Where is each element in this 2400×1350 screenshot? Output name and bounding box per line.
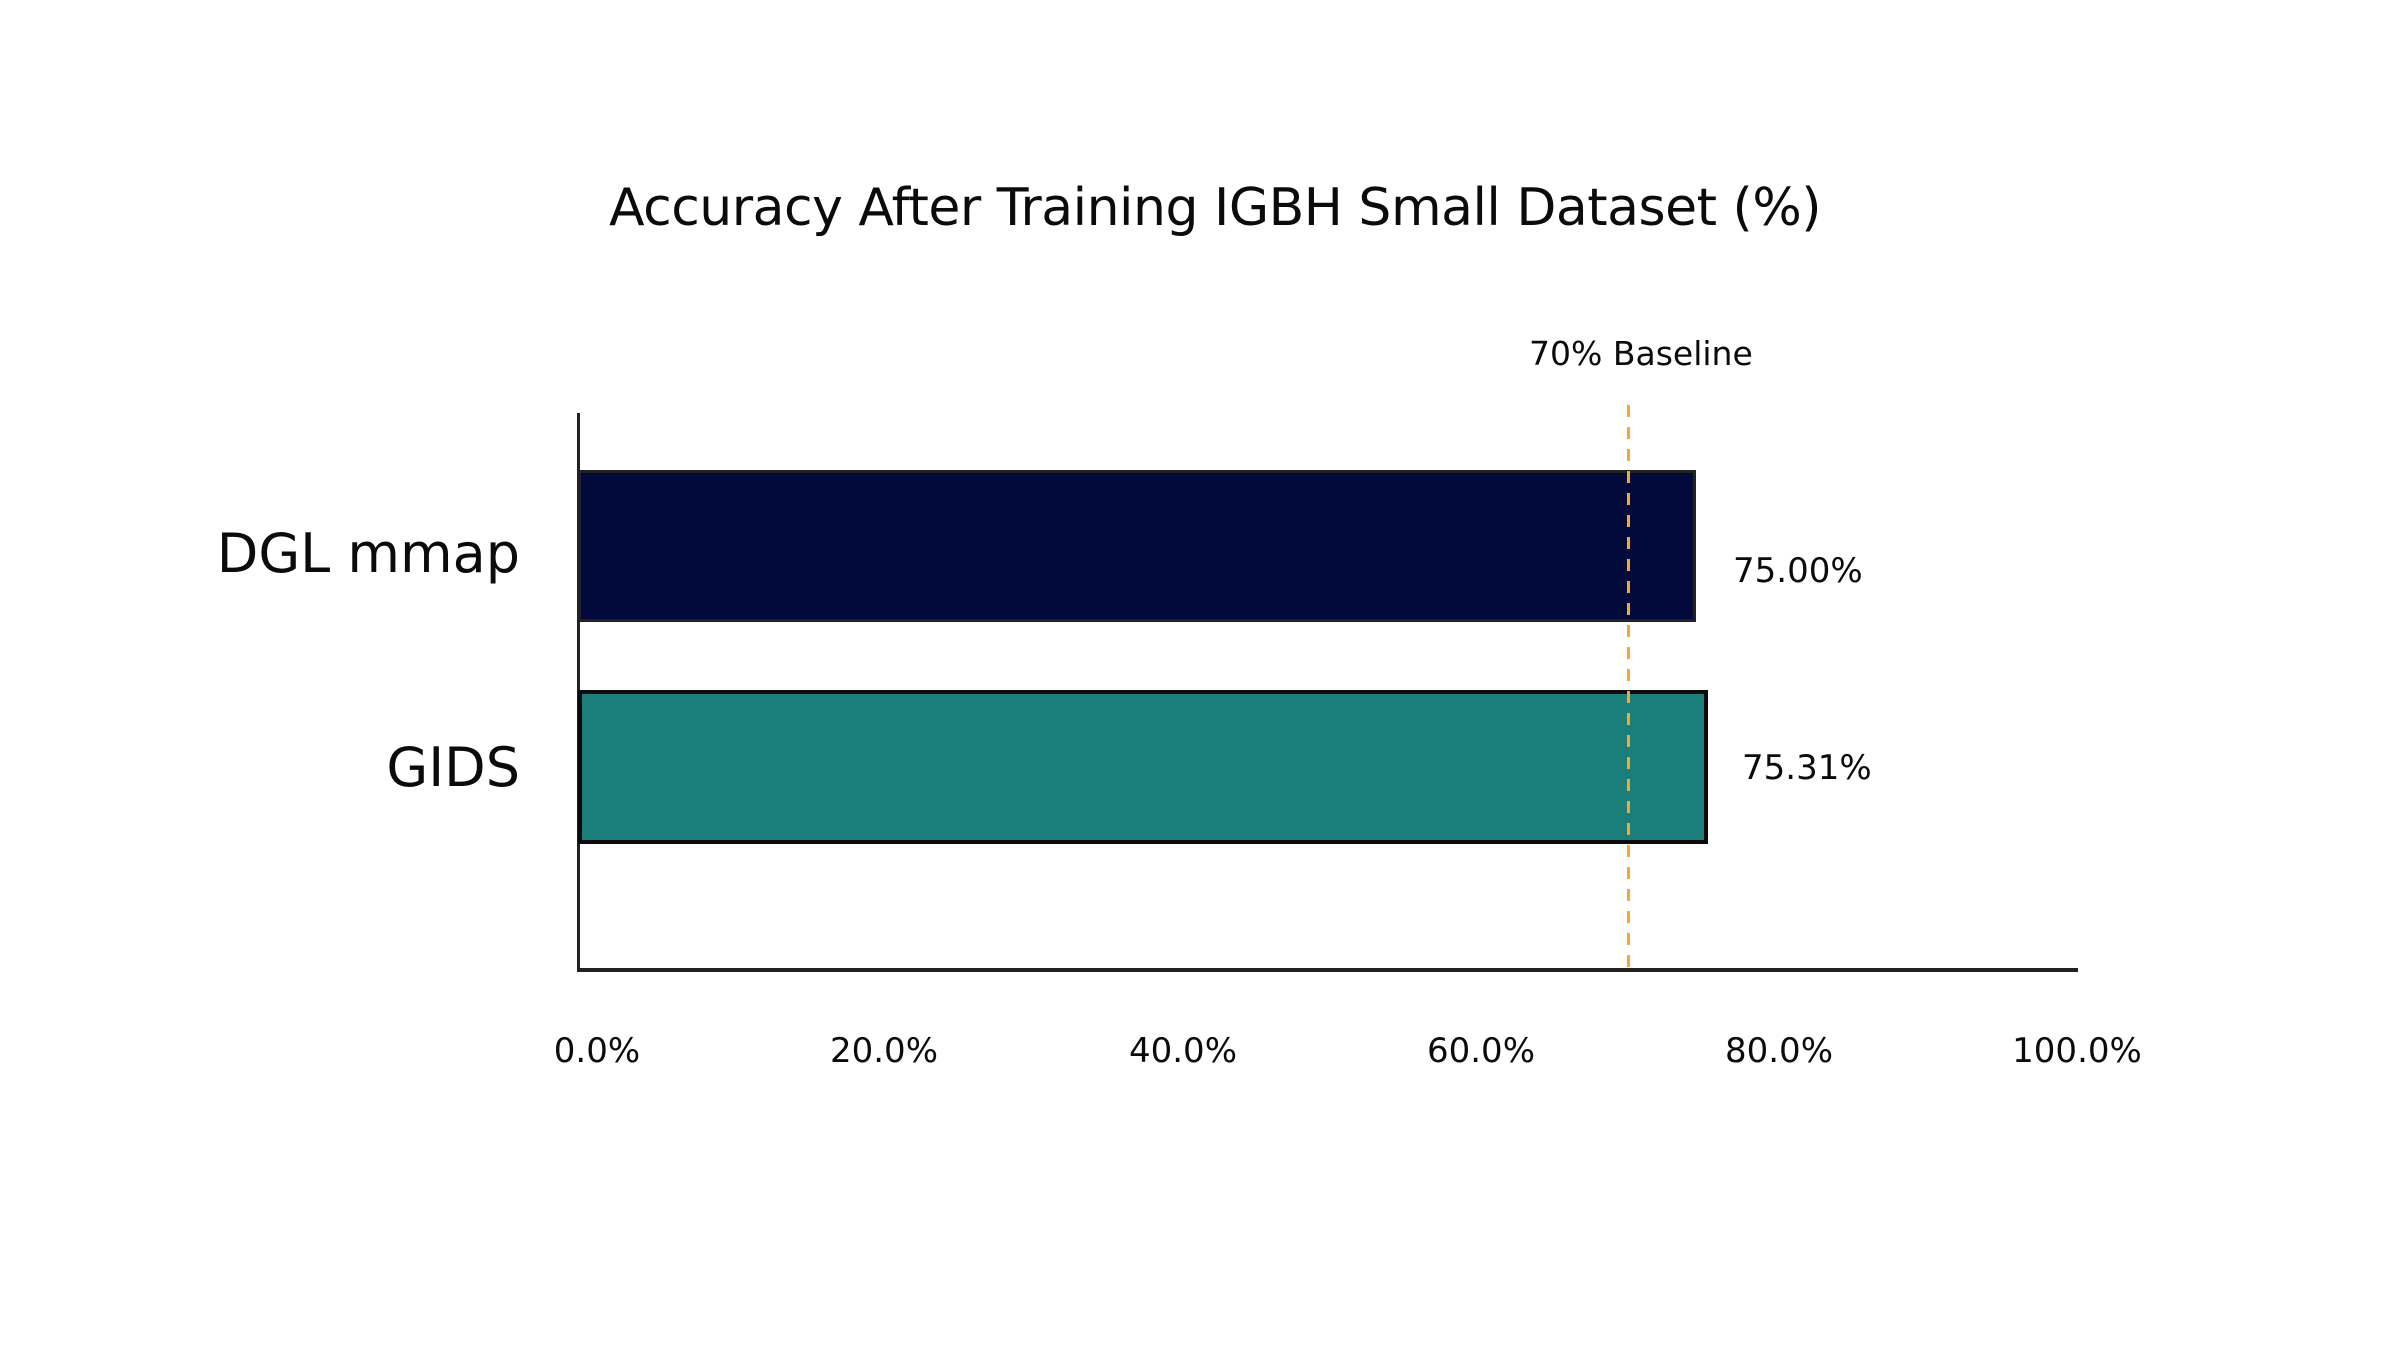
value-label-gids: 75.31%: [1742, 748, 1872, 788]
x-tick-label-0: 0.0%: [553, 1031, 641, 1071]
category-label-gids: GIDS: [386, 736, 520, 799]
x-axis: [577, 968, 2078, 972]
x-tick-label-100: 100.0%: [2012, 1031, 2142, 1071]
x-tick-label-80: 80.0%: [1724, 1031, 1833, 1071]
bar-gids: [578, 690, 1708, 844]
x-tick-label-40: 40.0%: [1128, 1031, 1237, 1071]
x-tick-label-20: 20.0%: [829, 1031, 938, 1071]
baseline-annotation-label: 70% Baseline: [1529, 334, 1753, 373]
category-label-dgl-mmap: DGL mmap: [216, 522, 520, 585]
bar-dgl-mmap: [578, 470, 1696, 622]
value-label-dgl-mmap: 75.00%: [1733, 551, 1863, 591]
chart-title: Accuracy After Training IGBH Small Datas…: [608, 178, 1822, 238]
baseline-dashed-line: [1627, 405, 1630, 971]
x-tick-label-60: 60.0%: [1426, 1031, 1535, 1071]
